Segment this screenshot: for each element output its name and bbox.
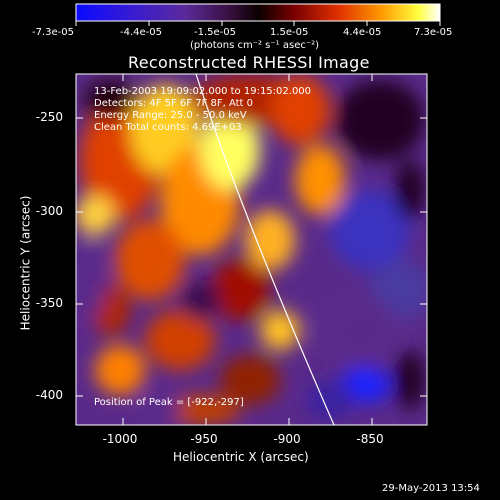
colorbar-tick-label: 1.5e-05 [270,27,309,38]
footer-timestamp: 29-May-2013 13:54 [382,483,480,494]
x-axis-ticks [122,74,373,425]
y-axis-label: Heliocentric Y (arcsec) [18,195,33,331]
x-axis-label: Heliocentric X (arcsec) [173,450,309,464]
y-tick-label: -350 [35,296,63,310]
x-tick-label: -950 [190,432,218,446]
colorbar-tick-label: -4.4e-05 [120,27,162,38]
image-title: Reconstructed RHESSI Image [128,53,370,72]
colorbar-tick-label: 7.3e-05 [414,27,453,38]
colorbar-ticks [75,21,441,26]
x-tick-label: -850 [356,432,384,446]
y-tick-label: -400 [35,388,63,402]
info-time-range: 13-Feb-2003 19:09:02.000 to 19:15:02.000 [94,86,312,97]
info-clean-counts: Clean Total counts: 4.69E+03 [94,122,242,133]
colorbar [75,3,441,22]
y-tick-label: -300 [35,204,63,218]
plot-frame [75,73,428,426]
x-tick-label: -900 [273,432,301,446]
colorbar-tick-label: -7.3e-05 [32,27,74,38]
colorbar-tick-label: 4.4e-05 [343,27,382,38]
rhessi-image [76,74,427,425]
x-tick-label: -1000 [102,432,138,446]
y-axis-ticks [76,117,427,397]
colorbar-tick-label: -1.5e-05 [194,27,236,38]
info-detectors: Detectors: 4F 5F 6F 7F 8F, Att 0 [94,98,254,109]
y-tick-label: -250 [35,110,63,124]
colorbar-units: (photons cm⁻² s⁻¹ asec⁻²) [190,40,320,51]
peak-position-label: Position of Peak = [-922,-297] [94,397,244,408]
solar-limb-line [195,74,335,425]
info-energy-range: Energy Range: 25.0 - 50.0 keV [94,110,247,121]
